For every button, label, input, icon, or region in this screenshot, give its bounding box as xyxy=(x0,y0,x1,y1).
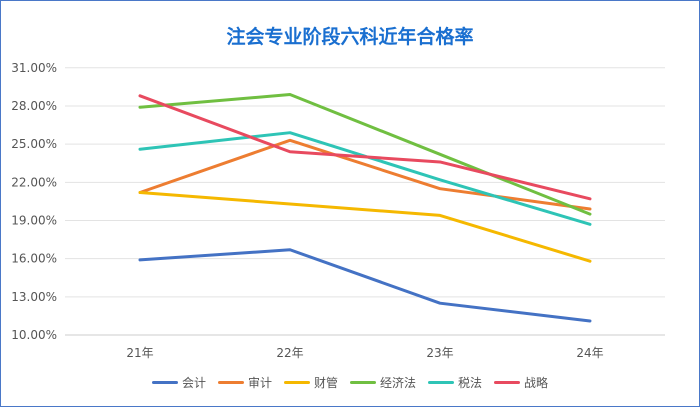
y-tick-label: 25.00% xyxy=(11,137,57,151)
legend-item[interactable]: 税法 xyxy=(428,374,482,391)
y-tick-label: 16.00% xyxy=(11,252,57,266)
y-tick-label: 31.00% xyxy=(11,61,57,75)
legend-item[interactable]: 财管 xyxy=(283,374,338,391)
legend-label: 审计 xyxy=(247,376,272,390)
legend-line-icon xyxy=(428,381,455,384)
legend-label: 经济法 xyxy=(380,376,417,390)
y-tick-label: 10.00% xyxy=(11,328,57,342)
x-tick-label: 23年 xyxy=(426,346,453,360)
x-tick-label: 21年 xyxy=(126,346,153,360)
legend-line-icon xyxy=(494,381,521,384)
series-line-会计 xyxy=(138,248,592,323)
legend-label: 战略 xyxy=(524,376,549,390)
y-tick-label: 13.00% xyxy=(11,290,57,304)
legend-item[interactable]: 经济法 xyxy=(350,374,416,391)
series-line-战略 xyxy=(138,94,592,201)
legend-line-icon xyxy=(283,381,310,384)
legend-label: 财管 xyxy=(313,376,338,390)
chart-title: 注会专业阶段六科近年合格率 xyxy=(226,26,474,48)
legend-label: 会计 xyxy=(181,376,206,390)
legend-line-icon xyxy=(217,381,244,384)
legend-line-icon xyxy=(350,381,376,384)
x-tick-label: 22年 xyxy=(276,346,303,360)
legend: 会计 审计 财管 经济法 税法 战略 xyxy=(0,374,700,391)
legend-line-icon xyxy=(151,381,178,384)
legend-item[interactable]: 会计 xyxy=(151,374,206,391)
y-tick-label: 19.00% xyxy=(11,213,57,227)
legend-item[interactable]: 战略 xyxy=(494,374,548,391)
series-line-经济法 xyxy=(138,93,592,216)
series-line-审计 xyxy=(138,138,592,211)
legend-item[interactable]: 审计 xyxy=(217,374,272,391)
series-line-财管 xyxy=(138,190,592,263)
y-tick-label: 28.00% xyxy=(11,99,57,113)
legend-label: 税法 xyxy=(458,376,483,390)
y-tick-label: 22.00% xyxy=(11,175,57,189)
x-tick-label: 24年 xyxy=(576,346,603,360)
